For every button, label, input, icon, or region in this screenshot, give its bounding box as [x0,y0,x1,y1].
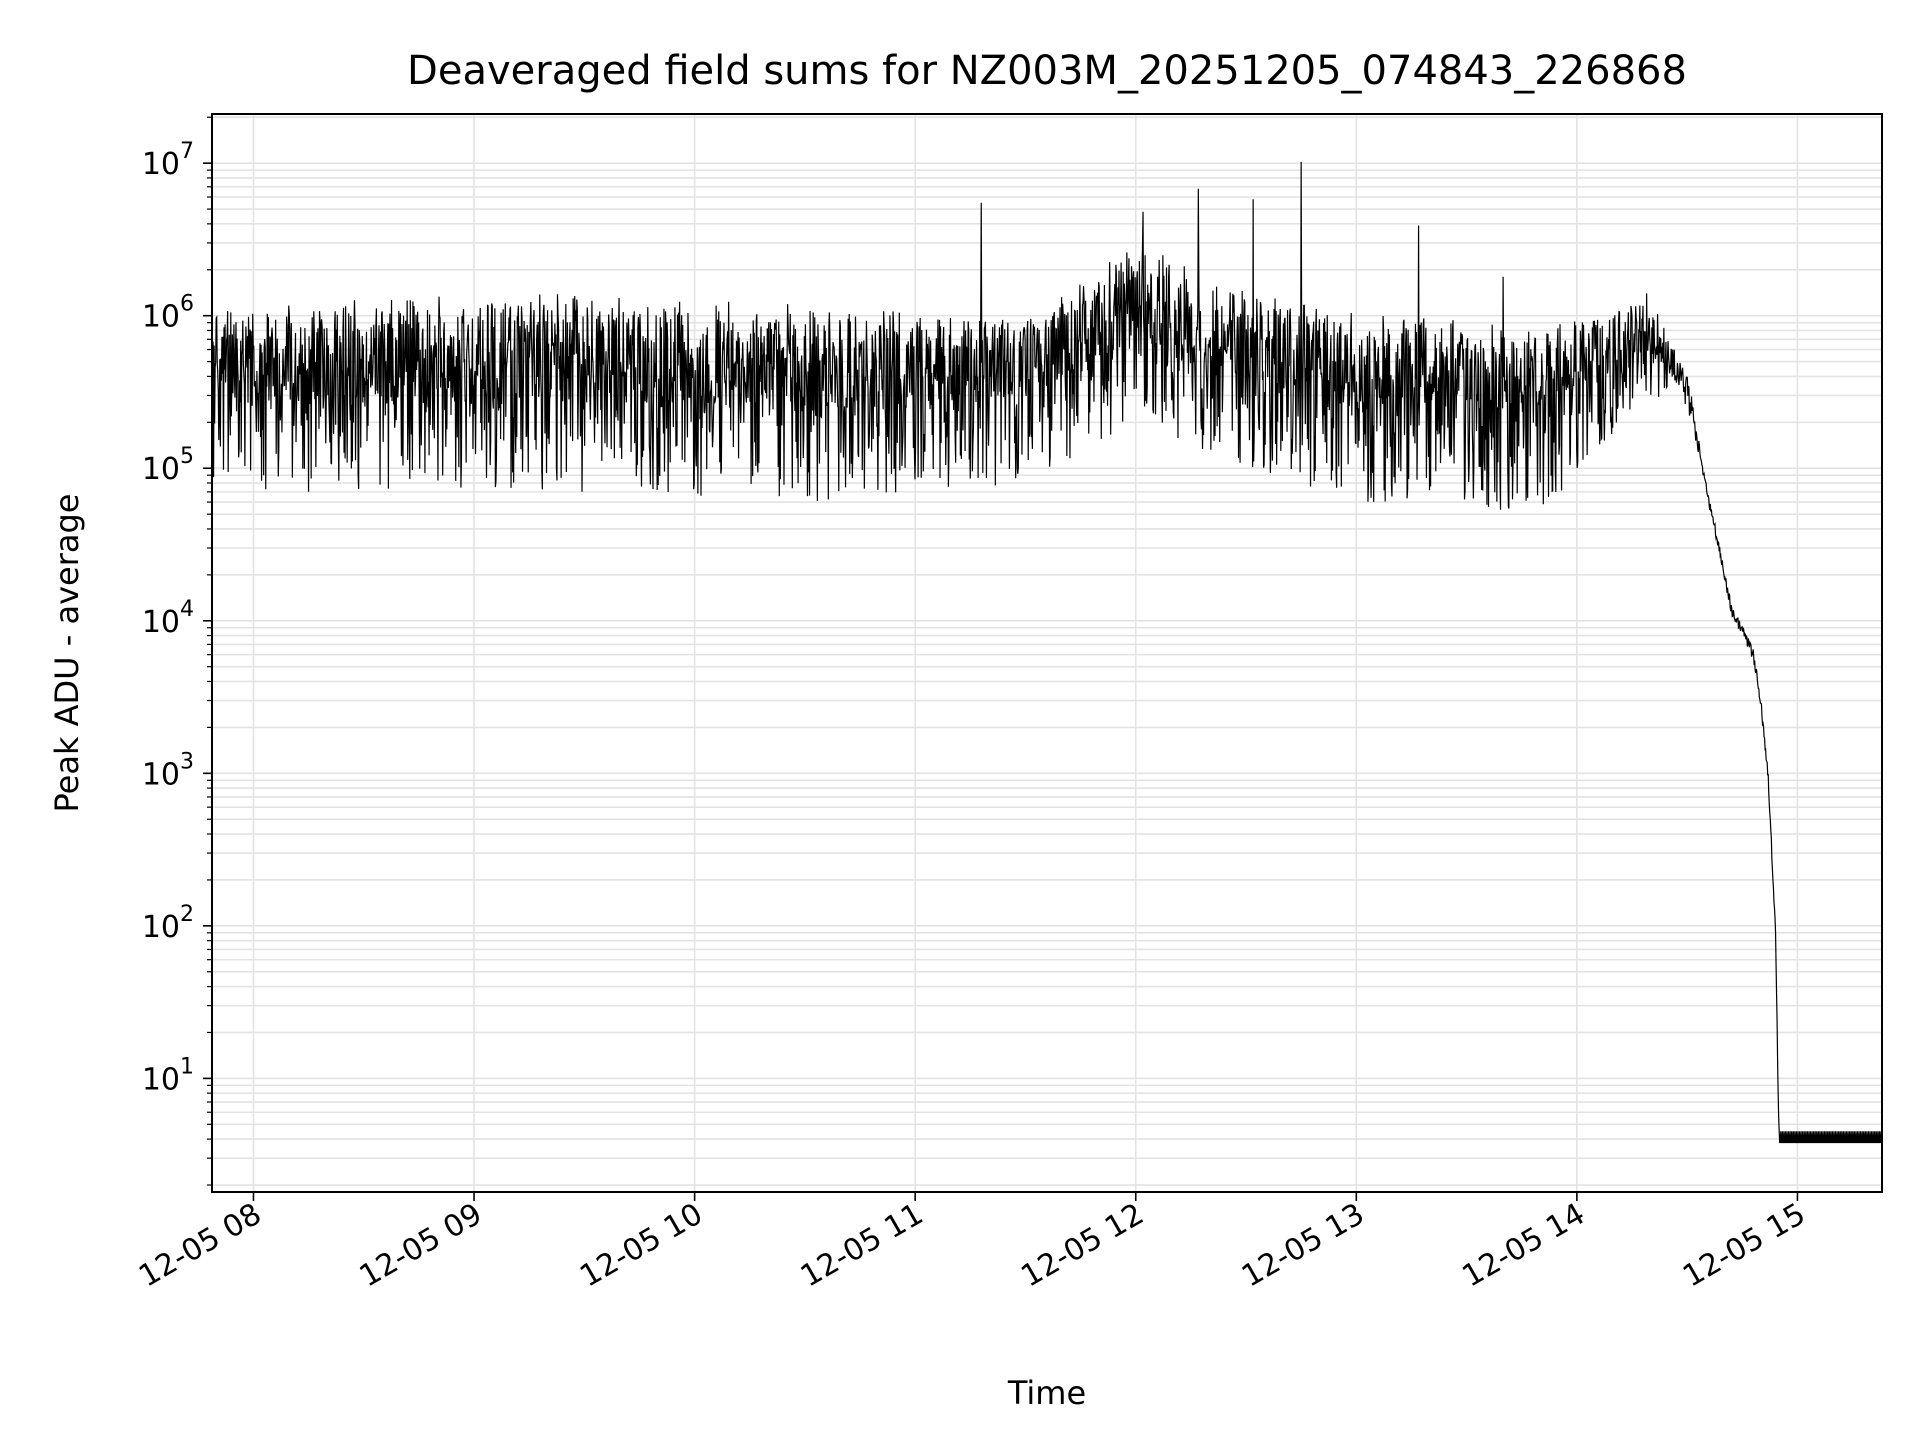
y-tick-base: 10 [142,757,180,792]
y-tick-base: 10 [142,1062,180,1097]
y-tick-base: 10 [142,910,180,945]
y-tick-exponent: 6 [180,292,194,317]
y-tick-label: 102 [142,902,194,945]
y-tick-base: 10 [142,147,180,182]
y-tick-label: 103 [142,749,194,792]
series-line [211,161,1883,1144]
y-tick-exponent: 5 [180,444,194,469]
y-tick-exponent: 7 [180,139,194,164]
chart-title: Deaveraged field sums for NZ003M_2025120… [407,48,1687,94]
y-tick-label: 104 [142,597,194,640]
y-tick-base: 10 [142,452,180,487]
y-tick-exponent: 4 [180,597,194,622]
y-axis-title: Peak ADU - average [48,494,86,813]
y-tick-exponent: 3 [180,749,194,774]
y-tick-label: 107 [142,139,194,182]
y-tick-exponent: 1 [180,1054,194,1079]
plot-area-frame [211,113,1883,1193]
y-tick-exponent: 2 [180,902,194,927]
y-tick-base: 10 [142,605,180,640]
y-tick-label: 106 [142,292,194,335]
series-layer [211,161,1883,1144]
y-tick-base: 10 [142,300,180,335]
x-axis-title: Time [1007,1374,1086,1412]
y-tick-label: 101 [142,1054,194,1097]
y-tick-label: 105 [142,444,194,487]
